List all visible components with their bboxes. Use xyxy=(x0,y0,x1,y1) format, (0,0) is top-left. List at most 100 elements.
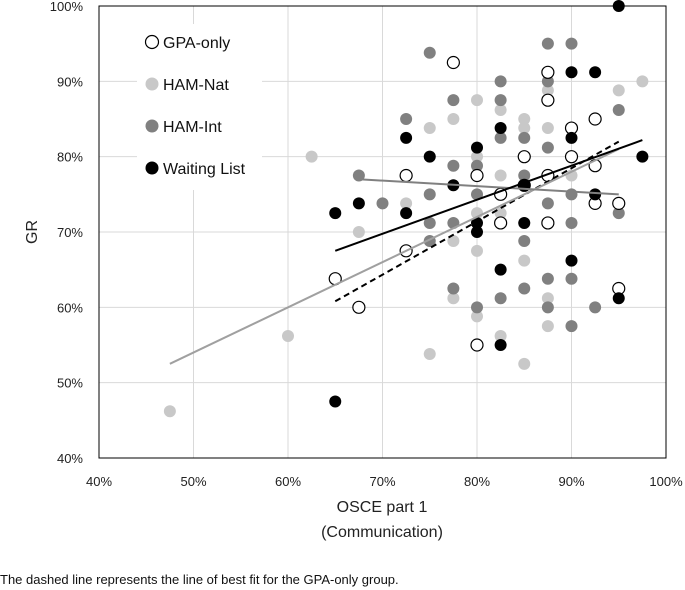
legend-marker-ham-int xyxy=(145,119,159,133)
ham-nat-point xyxy=(541,292,554,305)
ham-nat-point xyxy=(447,113,460,125)
gpa-only-point xyxy=(564,150,579,164)
waiting-list-point xyxy=(471,226,483,238)
ham-nat-point xyxy=(541,122,554,135)
legend-label-ham-nat: HAM-Nat xyxy=(163,77,229,94)
ham-nat-point xyxy=(471,94,483,107)
ham-int-point xyxy=(423,188,436,201)
gpa-only-point xyxy=(541,65,555,79)
gpa-only-point xyxy=(399,168,413,183)
ham-nat-point xyxy=(282,329,294,342)
gpa-only-point xyxy=(470,168,484,183)
legend-label-ham-int: HAM-Int xyxy=(163,119,222,136)
tick-labels: 40% 50% 60% 70% 80% 90% 100% 40% 50% 60% 70% 80% 90%… xyxy=(50,0,683,489)
ham-int-point xyxy=(423,46,436,59)
ham-int-point xyxy=(400,113,413,125)
gpa-only-fit-line xyxy=(334,140,620,303)
ham-nat-point xyxy=(636,75,649,88)
legend-marker-gpa-only xyxy=(144,34,160,50)
ham-nat-point xyxy=(471,150,483,163)
ham-nat-point xyxy=(352,226,365,238)
y-tick-label: 80% xyxy=(57,150,83,165)
scatter-chart: 40% 50% 60% 70% 80% 90% 100% 40% 50% 60% 70% 80% 90%… xyxy=(24,0,683,541)
gpa-only-point xyxy=(517,150,531,164)
ham-nat-point xyxy=(518,122,531,135)
y-axis-title: GR xyxy=(24,220,41,244)
gpa-only-point xyxy=(446,55,460,70)
ham-int-point xyxy=(518,131,531,144)
gpa-only-point xyxy=(588,112,602,126)
waiting-list-point xyxy=(494,339,507,351)
ham-int-point xyxy=(565,188,578,201)
ham-nat-point xyxy=(423,348,436,361)
x-tick-label: 100% xyxy=(649,474,683,489)
ham-int-fit-line xyxy=(358,178,619,196)
ham-int-point xyxy=(494,94,507,107)
ham-nat-fit-line xyxy=(169,148,620,365)
ham-int-point xyxy=(612,207,625,220)
ham-nat-point xyxy=(447,235,460,248)
ham-int-point xyxy=(471,159,483,172)
ham-nat-point xyxy=(447,292,460,305)
y-tick-label: 100% xyxy=(50,0,84,14)
ham-nat-point xyxy=(541,84,554,97)
ham-nat-point xyxy=(471,244,483,257)
ham-int-point xyxy=(541,37,554,50)
ham-nat-point xyxy=(423,122,436,135)
waiting-list-point xyxy=(565,254,578,267)
ham-int-point xyxy=(541,75,554,88)
ham-nat-point xyxy=(518,357,531,370)
ham-nat-point xyxy=(494,207,507,220)
waiting-list-point xyxy=(589,188,602,201)
waiting-list-point xyxy=(352,197,365,210)
ham-nat-point xyxy=(494,169,507,182)
legend-marker-waiting-list xyxy=(145,161,159,175)
waiting-list-point xyxy=(423,150,436,163)
ham-int-point xyxy=(612,103,625,116)
gpa-only-point xyxy=(494,216,508,230)
ham-int-point xyxy=(541,197,554,210)
ham-nat-point xyxy=(494,329,507,342)
waiting-list-point xyxy=(565,66,578,79)
waiting-list-point xyxy=(471,216,483,229)
waiting-list-fit-line xyxy=(334,139,643,252)
ham-int-point xyxy=(565,272,578,285)
ham-int-point xyxy=(565,216,578,229)
x-tick-label: 40% xyxy=(86,474,112,489)
ham-int-point xyxy=(494,75,507,88)
legend: GPA-only HAM-Nat HAM-Int Waiting List xyxy=(137,24,262,190)
ham-int-point xyxy=(423,216,436,229)
ham-int-point xyxy=(494,292,507,305)
waiting-list-point xyxy=(636,150,649,163)
waiting-list-point xyxy=(494,122,507,135)
ham-int-point xyxy=(518,235,531,248)
gpa-only-point xyxy=(541,216,555,230)
ham-int-point xyxy=(541,272,554,285)
ham-nat-point xyxy=(471,310,483,323)
ham-nat-point xyxy=(518,254,531,267)
waiting-list-point xyxy=(565,131,578,144)
fit-lines-top xyxy=(169,139,643,365)
gpa-only-point xyxy=(352,300,366,314)
waiting-list-point xyxy=(612,0,625,12)
ham-int-point xyxy=(376,197,389,210)
y-tick-label: 50% xyxy=(57,376,83,391)
ham-int-point xyxy=(589,301,602,314)
x-tick-label: 70% xyxy=(369,474,395,489)
y-tick-label: 90% xyxy=(57,74,83,89)
ham-int-point xyxy=(541,141,554,154)
ham-int-point xyxy=(471,301,483,314)
legend-marker-ham-nat xyxy=(145,77,159,91)
waiting-list-point xyxy=(400,131,413,144)
gpa-only-point xyxy=(612,196,626,210)
ham-int-point xyxy=(471,188,483,201)
waiting-list-point xyxy=(518,216,531,229)
ham-nat-point xyxy=(400,197,413,210)
y-tick-label: 70% xyxy=(57,225,83,240)
x-tick-label: 50% xyxy=(180,474,206,489)
ham-int-point xyxy=(447,159,460,172)
x-axis-title-line1: OSCE part 1 xyxy=(337,499,428,516)
y-tick-label: 60% xyxy=(57,300,83,315)
ham-int-point xyxy=(565,37,578,50)
waiting-list-point xyxy=(589,66,602,79)
